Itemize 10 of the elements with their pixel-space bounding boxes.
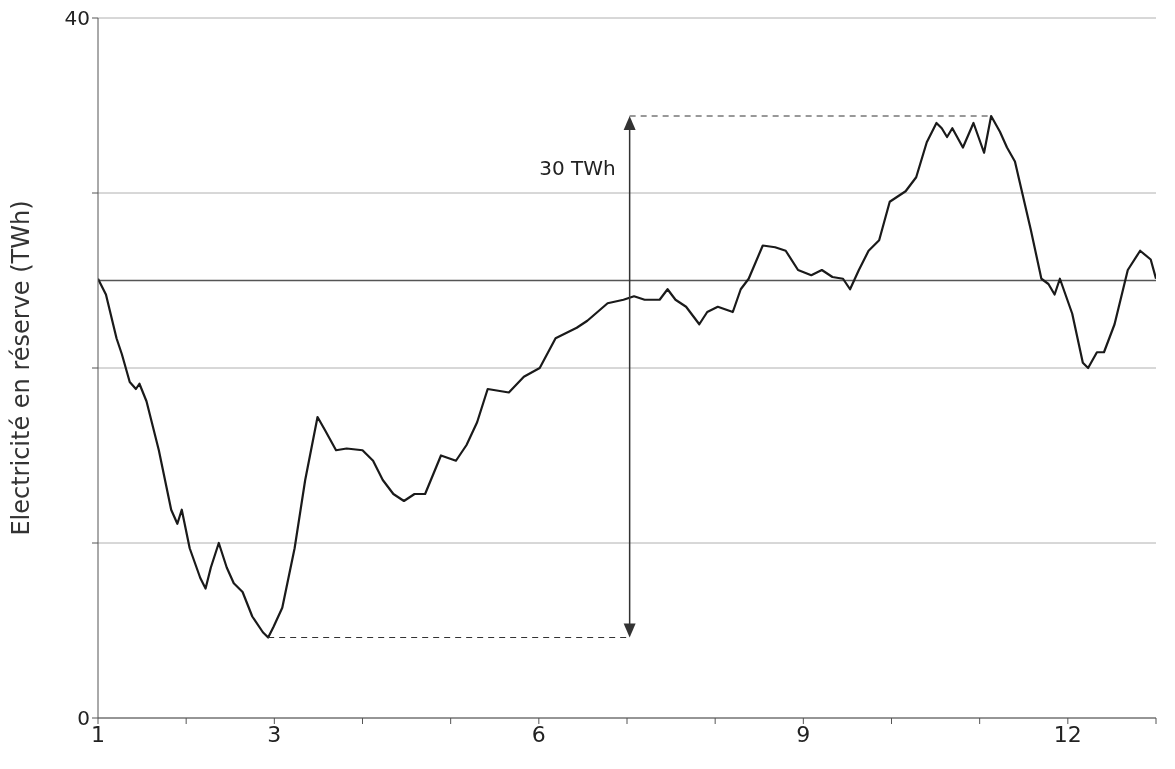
x-tick-label: 1: [91, 721, 105, 747]
y-tick-label: 0: [77, 706, 90, 731]
annotation: 30 TWh: [539, 156, 616, 181]
y-tick-label: 40: [64, 6, 90, 31]
x-tick-label: 3: [267, 721, 282, 747]
x-tick-label: 6: [531, 721, 546, 747]
x-tick-label: 12: [1053, 721, 1082, 747]
x-tick-label: 9: [796, 721, 811, 747]
line-series: [98, 114, 1156, 639]
y-axis-title: Electricité en réserve (TWh): [6, 200, 35, 536]
